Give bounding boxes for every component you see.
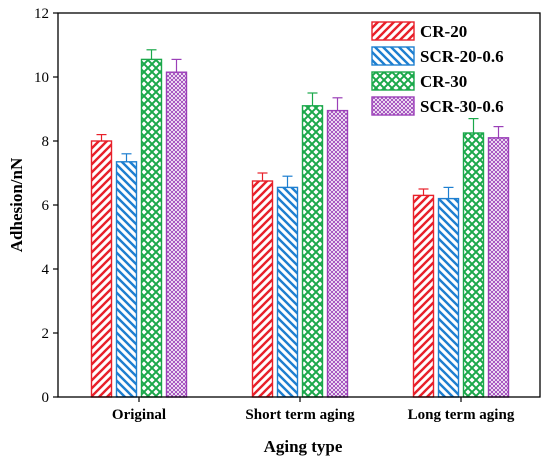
y-tick-label: 8: [42, 134, 50, 150]
error-bar: [332, 97, 343, 111]
bar-scr-30-0.6-1: [326, 109, 349, 398]
axes: 0 2 4 6 8 10 12 Original Short term aging Long te…: [34, 6, 541, 423]
y-axis-title: Adhesion/nN: [7, 157, 26, 252]
bar-scr-20-0.6-2: [437, 197, 460, 398]
legend-item-cr-20: CR-20: [371, 21, 467, 41]
y-tick-label: 12: [34, 6, 49, 22]
legend-item-scr-30-0.6: SCR-30-0.6: [371, 96, 504, 116]
y-tick-label: 0: [42, 390, 50, 406]
legend-label: SCR-20-0.6: [420, 47, 504, 66]
y-tick-label: 10: [34, 70, 49, 86]
bar-scr-30-0.6-2: [487, 137, 510, 398]
error-bar: [96, 134, 107, 141]
y-tick-label: 2: [42, 326, 50, 342]
error-bar: [307, 92, 318, 106]
bar-cr-30-2: [462, 132, 485, 398]
legend: CR-20 SCR-20-0.6 CR-30 SCR-30-0.6: [371, 21, 504, 116]
error-bar: [468, 117, 479, 133]
legend-swatch: [371, 96, 415, 116]
y-tick-label: 6: [42, 198, 50, 214]
legend-item-scr-20-0.6: SCR-20-0.6: [371, 46, 504, 66]
legend-item-cr-30: CR-30: [371, 71, 467, 91]
error-bar: [443, 186, 454, 199]
legend-label: SCR-30-0.6: [420, 97, 504, 116]
x-axis-title: Aging type: [264, 437, 343, 456]
bar-scr-20-0.6-0: [115, 161, 138, 398]
bar-cr-30-1: [301, 105, 324, 398]
error-bar: [493, 125, 504, 138]
y-tick-label: 4: [42, 262, 50, 278]
legend-label: CR-30: [420, 72, 467, 91]
legend-swatch: [371, 46, 415, 66]
bar-cr-20-0: [90, 140, 113, 398]
legend-swatch: [371, 21, 415, 41]
error-bar: [171, 58, 182, 73]
x-tick-label: Original: [112, 407, 166, 423]
error-bar: [146, 49, 157, 60]
legend-label: CR-20: [420, 22, 467, 41]
bar-scr-30-0.6-0: [165, 71, 188, 398]
bar-scr-20-0.6-1: [276, 186, 299, 398]
bar-cr-20-2: [412, 194, 435, 398]
error-bar: [418, 188, 429, 196]
bar-cr-20-1: [251, 180, 274, 398]
x-tick-label: Long term aging: [408, 407, 515, 423]
error-bar: [121, 153, 132, 162]
error-bar: [257, 172, 268, 181]
bar-cr-30-0: [140, 58, 163, 398]
x-tick-label: Short term aging: [245, 407, 355, 423]
legend-swatch: [371, 71, 415, 91]
error-bar: [282, 175, 293, 188]
